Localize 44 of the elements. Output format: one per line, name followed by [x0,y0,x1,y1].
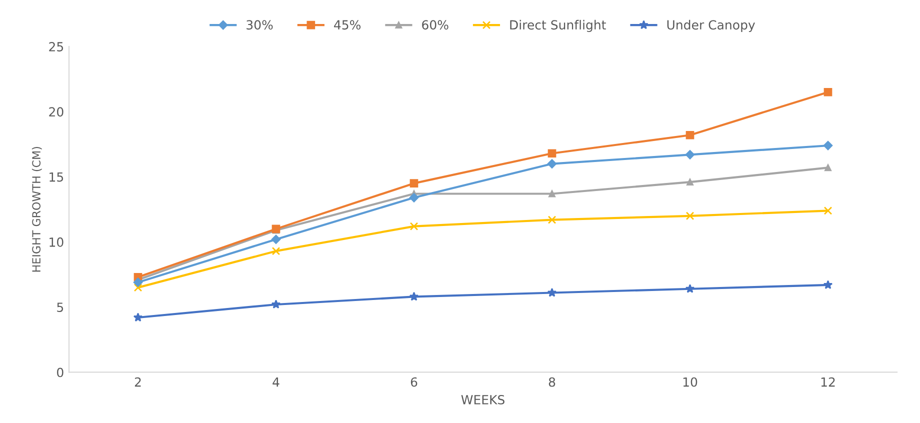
point [824,88,832,96]
y-axis-title: HEIGHT GROWTH (CM) [32,146,42,272]
point [271,300,281,309]
point [134,283,142,292]
point [823,280,833,290]
point [410,222,418,230]
point [686,130,694,140]
x-tick-label: 10 [683,377,698,387]
point [548,149,556,158]
point [410,179,418,188]
point [686,212,694,220]
y-tick-label: 15 [50,172,64,182]
x-tick-label: 4 [272,377,280,387]
legend-label: 60% [422,20,448,30]
point [548,216,556,224]
point [548,190,556,198]
legend-label: Direct Sunflight [510,20,606,32]
point [686,178,694,186]
point [409,292,419,301]
y-tick-label: 5 [57,302,64,312]
point [271,234,281,244]
point [824,164,832,172]
x-tick-label: 2 [134,377,141,387]
legend-label: 30% [246,20,273,30]
x-axis-title: WEEKS [461,394,504,404]
y-tick-label: 0 [57,368,64,378]
point [133,312,143,322]
point [547,288,557,297]
point [824,206,832,215]
x-tick-label: 6 [410,377,418,387]
point [272,246,280,256]
legend-label: 45% [334,20,361,30]
point [685,150,695,160]
y-tick-label: 10 [50,237,64,247]
point [409,193,419,202]
y-tick-label: 25 [49,42,64,52]
point [133,278,143,287]
x-tick-label: 8 [548,377,556,387]
point [685,284,695,293]
y-tick-label: 20 [49,107,64,117]
point [547,159,557,168]
point [823,140,833,150]
legend-label: Under Canopy [667,20,755,32]
x-tick-label: 12 [821,377,835,387]
